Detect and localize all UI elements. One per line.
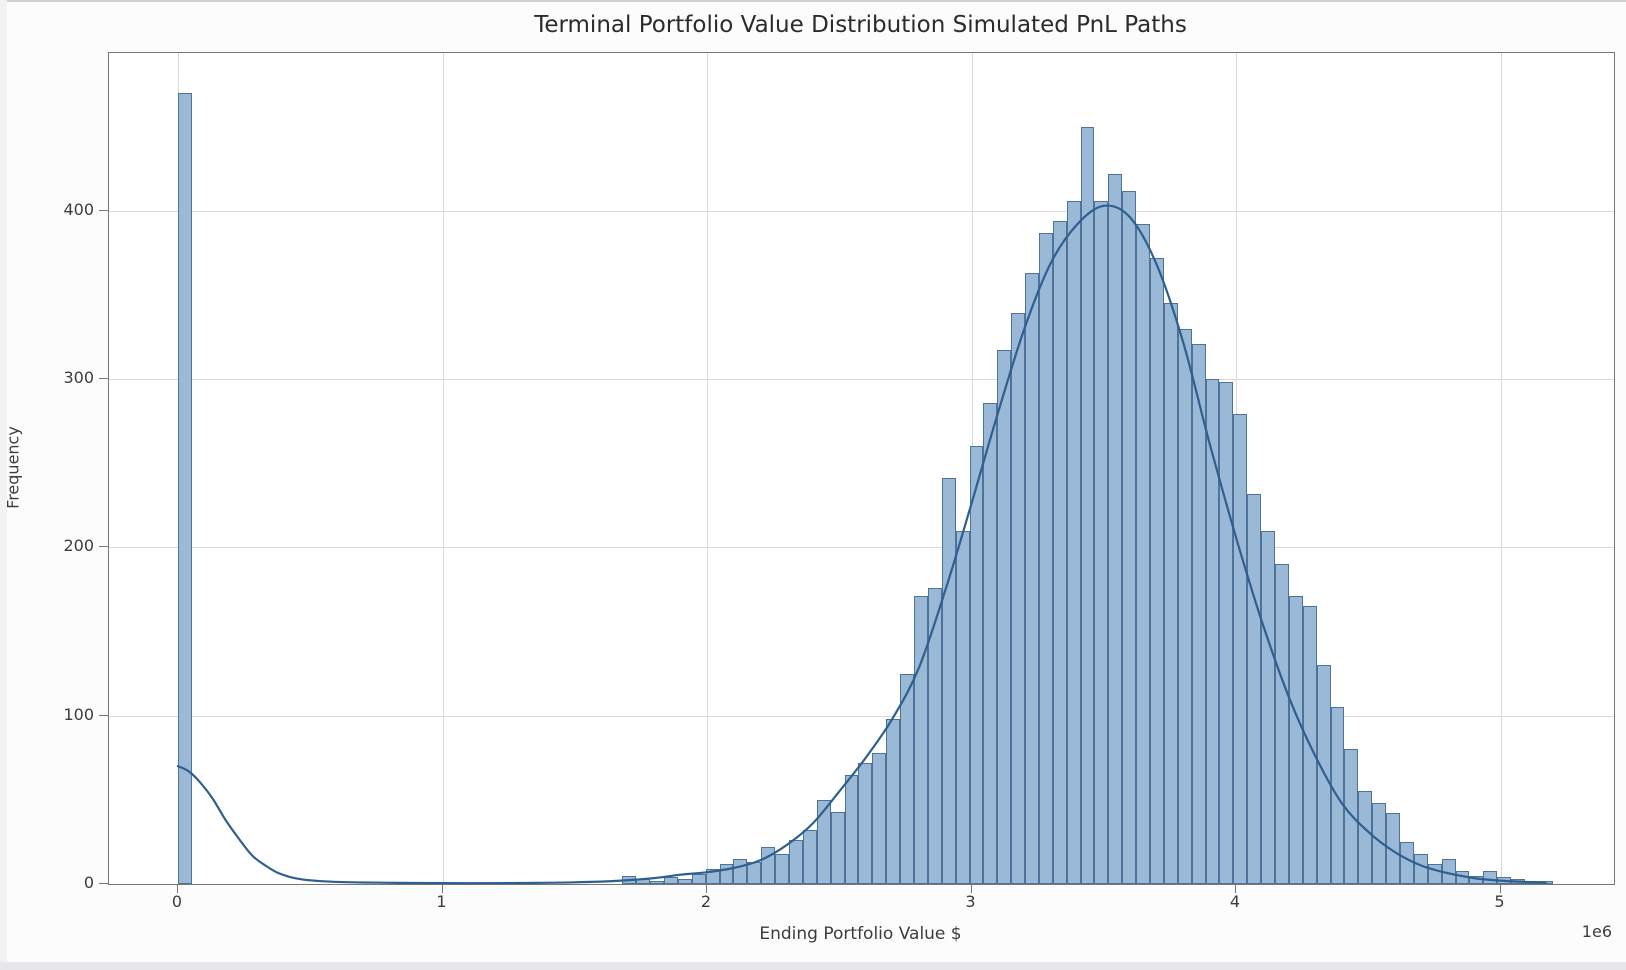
y-tick-mark-100 <box>99 714 108 716</box>
plot-area <box>108 52 1615 885</box>
histogram-bar <box>913 596 928 884</box>
histogram-bar <box>1386 813 1400 884</box>
x-axis-label: Ending Portfolio Value $ <box>759 924 962 944</box>
y-tick-label-100: 100 <box>63 704 94 724</box>
histogram-bar <box>983 402 998 884</box>
histogram-bar <box>677 878 692 884</box>
histogram-bar <box>664 877 678 884</box>
y-tick-label-300: 300 <box>63 368 94 388</box>
histogram-bar <box>1247 493 1262 884</box>
histogram-bar <box>1122 190 1137 884</box>
histogram-bar <box>1038 232 1053 884</box>
gridline-x-5 <box>1500 53 1502 884</box>
kde-curve <box>176 204 1547 885</box>
histogram-bar <box>1094 200 1109 884</box>
gridline-y-300 <box>109 379 1614 381</box>
histogram-bar <box>927 587 942 884</box>
left-edge-strip <box>0 0 7 970</box>
histogram-bar <box>1205 379 1220 884</box>
x-tick-label-0: 0 <box>171 892 183 911</box>
top-edge-line <box>0 0 1626 2</box>
histogram-bar <box>691 873 706 884</box>
histogram-bar <box>775 853 789 884</box>
histogram-bar <box>1191 343 1206 884</box>
histogram-bar <box>1025 273 1039 884</box>
histogram-bar <box>788 840 803 884</box>
histogram-bar <box>650 880 664 884</box>
histogram-bar <box>1316 665 1331 884</box>
histogram-bar <box>816 799 831 884</box>
x-tick-label-3: 3 <box>965 892 976 911</box>
y-tick-label-0: 0 <box>83 873 94 892</box>
gridline-x-2 <box>707 53 708 884</box>
y-tick-label-400: 400 <box>63 199 94 219</box>
histogram-bar <box>872 752 887 884</box>
chart-title: Terminal Portfolio Value Distribution Si… <box>534 12 1187 38</box>
histogram-bar <box>761 846 776 884</box>
histogram-bar <box>997 350 1012 884</box>
bottom-edge-strip <box>0 962 1626 970</box>
x-tick-label-5: 5 <box>1494 892 1505 911</box>
y-axis-label: Frequency <box>3 426 23 509</box>
y-tick-label-200: 200 <box>63 536 94 556</box>
x-tick-label-1: 1 <box>436 892 447 911</box>
histogram-bar <box>178 92 192 884</box>
histogram-bar <box>1136 224 1151 884</box>
x-tick-mark-2 <box>706 884 707 893</box>
x-tick-mark-1 <box>441 884 443 893</box>
histogram-bar <box>1288 596 1303 884</box>
histogram-bar <box>1108 173 1123 884</box>
x-tick-label-4: 4 <box>1229 892 1241 911</box>
histogram-bar <box>1233 414 1248 884</box>
histogram-bar <box>830 811 845 884</box>
y-tick-mark-300 <box>99 378 108 380</box>
x-tick-mark-5 <box>1499 884 1501 893</box>
histogram-bar <box>1052 220 1067 884</box>
y-tick-mark-400 <box>99 209 108 211</box>
histogram-bar <box>1177 328 1192 884</box>
histogram-bar <box>941 478 956 884</box>
x-tick-mark-0 <box>177 884 178 893</box>
histogram-bar <box>1066 200 1081 884</box>
histogram-bar <box>1219 382 1234 884</box>
histogram-bar <box>1275 564 1289 884</box>
gridline-y-200 <box>109 547 1614 549</box>
gridline-y-100 <box>109 715 1614 717</box>
y-tick-mark-0 <box>99 883 108 884</box>
histogram-bar <box>1261 530 1275 884</box>
histogram-bar <box>969 446 984 884</box>
histogram-bar <box>1372 803 1387 884</box>
histogram-bar <box>1011 313 1026 884</box>
histogram-bar <box>1413 853 1428 884</box>
histogram-bar <box>1358 791 1373 884</box>
histogram-bar <box>1150 257 1164 884</box>
y-tick-mark-200 <box>99 546 108 548</box>
x-axis-offset-label: 1e6 <box>1581 922 1612 941</box>
histogram-bar <box>900 673 914 884</box>
kde-curve-path <box>176 204 1547 885</box>
gridline-y-400 <box>109 210 1614 212</box>
histogram-bar <box>858 762 873 884</box>
x-tick-mark-4 <box>1235 884 1236 893</box>
gridline-x-1 <box>442 53 444 884</box>
x-tick-mark-3 <box>970 884 972 893</box>
histogram-bar <box>802 830 817 884</box>
x-tick-label-2: 2 <box>700 892 712 911</box>
histogram-bar <box>1080 126 1095 884</box>
